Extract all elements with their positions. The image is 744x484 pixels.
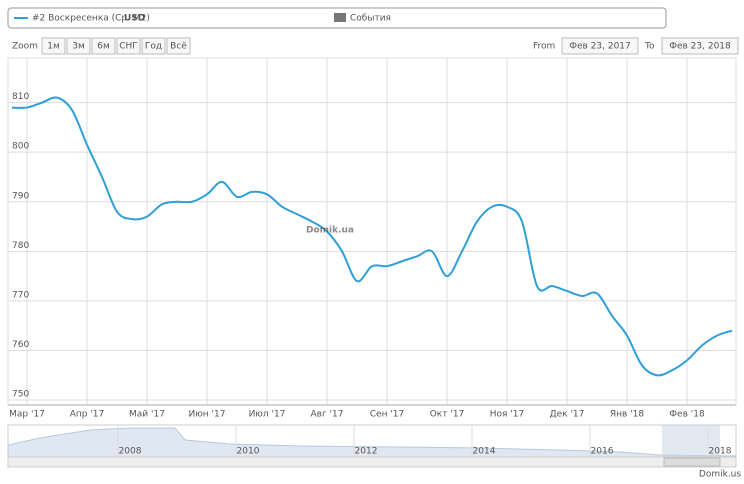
zoom-button[interactable] bbox=[91, 37, 116, 55]
y-tick-label: 810 bbox=[12, 92, 29, 102]
y-tick-label: 770 bbox=[12, 290, 29, 300]
to-input[interactable] bbox=[661, 37, 739, 55]
zoom-label: Zoom bbox=[12, 42, 38, 52]
plot-area bbox=[7, 57, 737, 406]
zoom-button-label[interactable]: Всё bbox=[170, 42, 187, 52]
zoom-button-label[interactable]: 6м bbox=[97, 42, 110, 52]
to-label: To bbox=[644, 42, 655, 52]
events-swatch bbox=[334, 13, 346, 22]
events-label[interactable]: События bbox=[350, 14, 391, 24]
zoom-button[interactable] bbox=[166, 37, 191, 55]
navigator-year: 2016 bbox=[591, 447, 614, 457]
scrollbar-thumb[interactable] bbox=[663, 457, 721, 467]
x-tick-label: Мар '17 bbox=[9, 410, 45, 420]
navigator-year: 2012 bbox=[355, 447, 378, 457]
credit: Domik.us bbox=[699, 470, 741, 480]
navigator-year: 2014 bbox=[473, 447, 496, 457]
from-input[interactable] bbox=[561, 37, 639, 55]
zoom-button-label[interactable]: 1м bbox=[47, 42, 60, 52]
zoom-button-label[interactable]: 3м bbox=[72, 42, 85, 52]
x-tick-label: Ноя '17 bbox=[490, 410, 524, 420]
to-date[interactable]: Фев 23, 2018 bbox=[669, 42, 731, 52]
legend-label[interactable]: #2 Воскресенка (Ср. М2) bbox=[32, 14, 150, 24]
zoom-button[interactable] bbox=[66, 37, 91, 55]
navigator-year: 2018 bbox=[709, 447, 732, 457]
scrollbar[interactable] bbox=[7, 456, 737, 468]
x-tick-label: Дек '17 bbox=[550, 410, 585, 420]
y-tick-label: 750 bbox=[12, 390, 29, 400]
y-tick-label: 800 bbox=[12, 142, 29, 152]
y-tick-label: 790 bbox=[12, 191, 29, 201]
from-date[interactable]: Фев 23, 2017 bbox=[569, 42, 631, 52]
x-tick-label: Окт '17 bbox=[430, 410, 465, 420]
x-tick-label: Сен '17 bbox=[370, 410, 405, 420]
zoom-button-label[interactable]: Год bbox=[145, 42, 162, 52]
x-tick-label: Апр '17 bbox=[70, 410, 105, 420]
zoom-button-label[interactable]: СНГ bbox=[119, 42, 138, 52]
x-tick-label: Май '17 bbox=[129, 410, 165, 420]
x-tick-label: Авг '17 bbox=[311, 410, 344, 420]
x-tick-label: Фев '18 bbox=[669, 410, 705, 420]
zoom-button[interactable] bbox=[141, 37, 166, 55]
navigator-range[interactable] bbox=[662, 425, 720, 457]
y-tick-label: 760 bbox=[12, 340, 29, 350]
navigator-year: 2010 bbox=[237, 447, 260, 457]
x-tick-label: Июл '17 bbox=[249, 410, 286, 420]
from-label: From bbox=[533, 42, 555, 52]
x-tick-label: Янв '18 bbox=[610, 410, 645, 420]
zoom-button[interactable] bbox=[116, 37, 141, 55]
zoom-button[interactable] bbox=[41, 37, 66, 55]
legend-unit: USD bbox=[124, 14, 145, 24]
navigator-year: 2008 bbox=[119, 447, 142, 457]
y-tick-label: 780 bbox=[12, 241, 29, 251]
x-tick-label: Июн '17 bbox=[189, 410, 226, 420]
watermark: Domik.ua bbox=[306, 226, 354, 236]
series-line bbox=[11, 96, 733, 377]
